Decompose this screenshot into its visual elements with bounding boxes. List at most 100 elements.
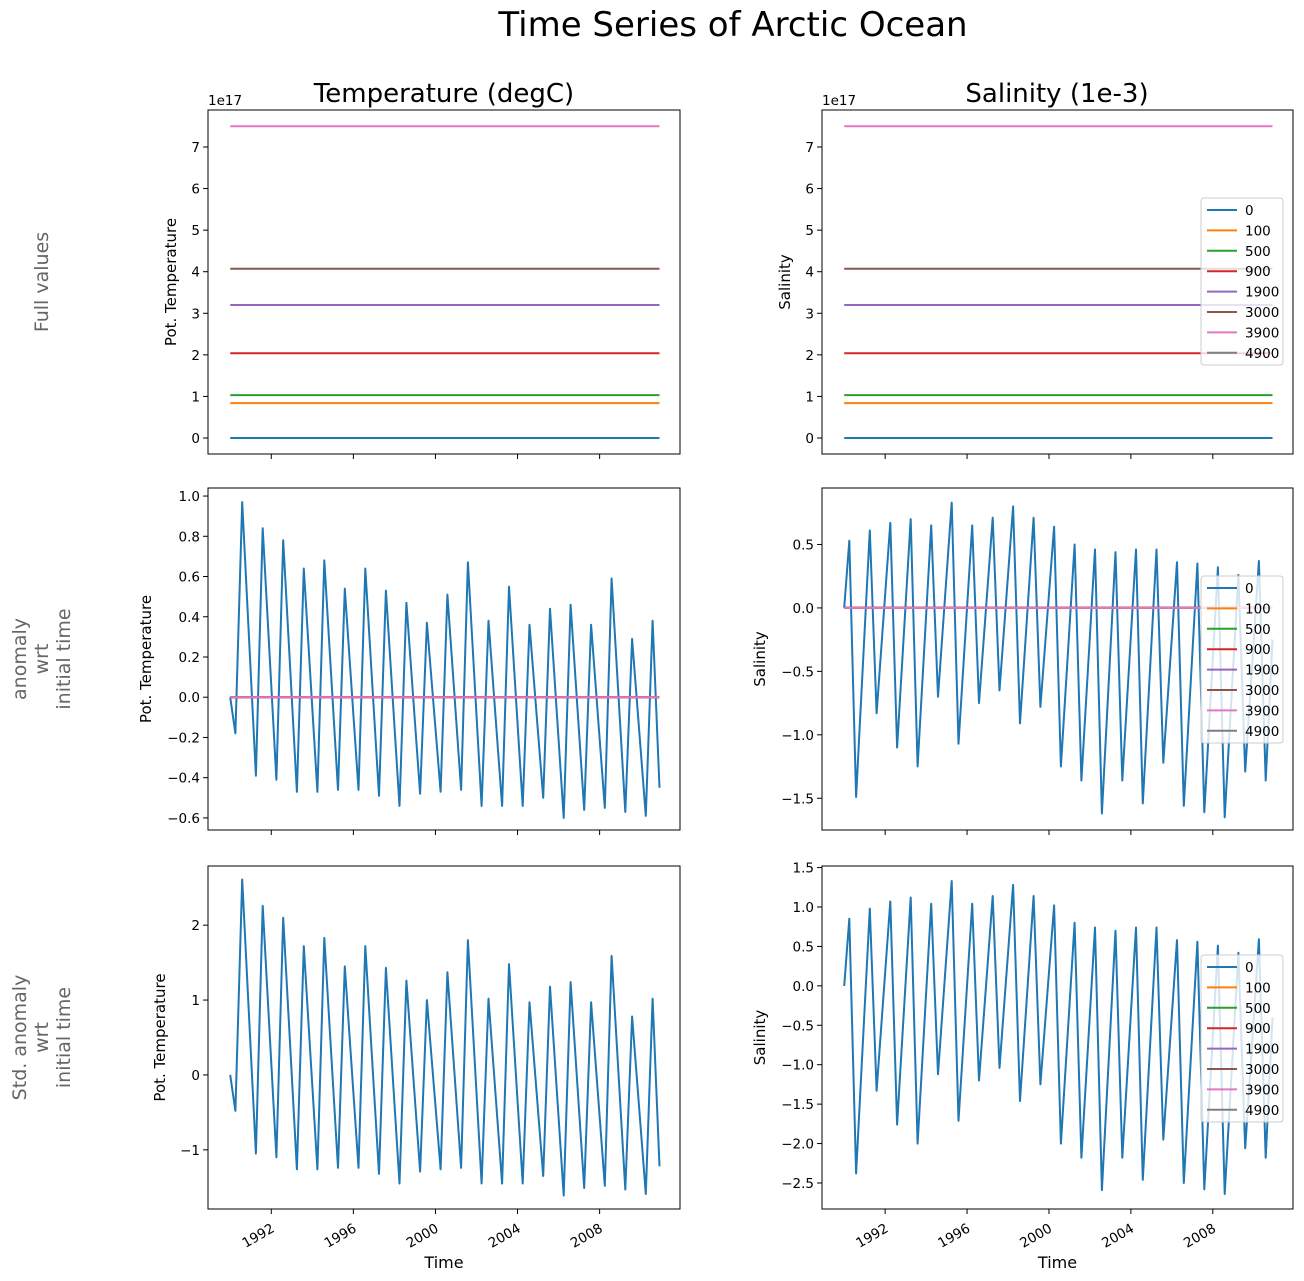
x-tick-label: 1996: [322, 1221, 360, 1252]
legend-label-100: 100: [1245, 980, 1271, 996]
legend-label-100: 100: [1245, 223, 1271, 239]
y-tick-label: 1.0: [179, 489, 200, 505]
y-axis-label: Pot. Temperature: [162, 218, 180, 346]
offset-text: 1e17: [822, 93, 856, 109]
legend: 0 100 500 900 1900 3000 3900 4900: [1200, 575, 1284, 744]
y-tick-label: −0.5: [781, 1018, 814, 1034]
y-tick-label: 0.0: [179, 690, 200, 706]
legend-label-3000: 3000: [1245, 1062, 1279, 1078]
y-tick-label: 7: [805, 140, 814, 156]
legend-label-3900: 3900: [1245, 325, 1279, 341]
row-label-line: wrt: [31, 644, 53, 675]
legend-label-100: 100: [1245, 601, 1271, 617]
row-label-line: anomaly: [9, 618, 31, 700]
legend: 0 100 500 900 1900 3000 3900 4900: [1200, 954, 1284, 1123]
y-tick-label: 5: [191, 223, 200, 239]
y-tick-label: 7: [191, 140, 200, 156]
y-axis-label: Pot. Temperature: [151, 973, 169, 1101]
y-tick-label: 2: [191, 348, 200, 364]
legend-label-4900: 4900: [1245, 724, 1279, 740]
y-tick-label: 3: [191, 306, 200, 322]
legend-label-3900: 3900: [1245, 1082, 1279, 1098]
legend-label-4900: 4900: [1245, 1103, 1279, 1119]
y-tick-label: 0.5: [793, 939, 814, 955]
y-tick-label: 0.0: [793, 979, 814, 995]
axes-frame: [821, 109, 1294, 455]
panel-r0-c1: 0 1 2 3 4 5 6 7 1e17 Salinity 0 100 500 900 1900 3000 39…: [776, 93, 1294, 459]
series-line-0: [843, 880, 1274, 1195]
row-label: Full values: [31, 232, 53, 332]
legend-label-1900: 1900: [1245, 663, 1279, 679]
legend-label-900: 900: [1245, 264, 1271, 280]
y-tick-label: −0.2: [167, 730, 200, 746]
row-label-line: Full values: [31, 232, 53, 332]
legend-label-500: 500: [1245, 622, 1271, 638]
y-tick-label: 0: [805, 431, 814, 447]
panel-r1-c0: −0.6 −0.4 −0.2 0.0 0.2 0.4 0.6 0.8 1.0 Pot. Tempe…: [137, 487, 681, 835]
legend-label-0: 0: [1245, 960, 1254, 976]
y-tick-label: −0.5: [781, 664, 814, 680]
panel-r2-c1: −2.5 −2.0 −1.5 −1.0 −0.5 0.0 0.5 1.0 1.5 Salinity…: [751, 861, 1294, 1272]
x-axis-label: Time: [423, 1253, 463, 1272]
axes-frame: [821, 487, 1294, 831]
y-tick-label: 1: [191, 993, 200, 1009]
y-tick-label: −0.4: [167, 771, 200, 787]
suptitle: Time Series of Arctic Ocean: [497, 5, 967, 45]
row-label-line: Std. anomaly: [9, 975, 31, 1101]
y-tick-label: 5: [805, 223, 814, 239]
y-tick-label: 0: [191, 1068, 200, 1084]
legend-frame: [1200, 575, 1284, 744]
x-tick-label: 2004: [1099, 1221, 1137, 1252]
y-tick-label: 4: [805, 265, 814, 281]
axes-frame: [207, 487, 681, 831]
y-tick-label: −1.5: [781, 1097, 814, 1113]
y-tick-label: −0.6: [167, 811, 200, 827]
y-axis-label: Salinity: [751, 631, 769, 687]
legend-frame: [1200, 954, 1284, 1123]
y-tick-label: −1.0: [781, 728, 814, 744]
y-tick-label: −1: [180, 1143, 200, 1159]
legend-label-1900: 1900: [1245, 1042, 1279, 1058]
legend-label-3000: 3000: [1245, 683, 1279, 699]
legend-label-0: 0: [1245, 203, 1254, 219]
y-axis-label: Salinity: [751, 1010, 769, 1066]
row-label-line: initial time: [53, 608, 75, 709]
y-tick-label: 1: [805, 389, 814, 405]
x-tick-label: 1992: [853, 1221, 891, 1252]
y-tick-label: 0.8: [179, 529, 200, 545]
y-tick-label: −1.0: [781, 1058, 814, 1074]
legend-label-900: 900: [1245, 1021, 1271, 1037]
y-tick-label: 3: [805, 306, 814, 322]
legend-label-500: 500: [1245, 1001, 1271, 1017]
y-tick-label: 2: [191, 918, 200, 934]
y-axis-label: Salinity: [776, 254, 794, 310]
y-tick-label: 1: [191, 389, 200, 405]
x-tick-label: 2008: [1181, 1221, 1219, 1252]
y-tick-label: 0.0: [793, 601, 814, 617]
row-label-line: wrt: [31, 1022, 53, 1053]
x-axis-label: Time: [1037, 1253, 1077, 1272]
panel-r1-c1: −1.5 −1.0 −0.5 0.0 0.5 Salinity 0 100 500 900 1900…: [751, 487, 1294, 835]
x-tick-label: 1992: [240, 1221, 278, 1252]
y-tick-label: −2.0: [781, 1137, 814, 1153]
legend-frame: [1200, 197, 1284, 366]
y-tick-label: 6: [805, 182, 814, 198]
series-line-0: [229, 501, 661, 819]
x-tick-label: 2000: [1017, 1221, 1055, 1252]
row-label-line: initial time: [53, 987, 75, 1088]
x-tick-label: 2000: [404, 1221, 442, 1252]
y-tick-label: −1.5: [781, 791, 814, 807]
offset-text: 1e17: [208, 93, 242, 109]
column-title-temperature: Temperature (degC): [313, 79, 574, 109]
y-tick-label: 0.5: [793, 537, 814, 553]
legend-label-3000: 3000: [1245, 305, 1279, 321]
panel-r2-c0: −1 0 1 2 Pot. Temperature 1992 1996 2000 2004 200…: [151, 865, 681, 1272]
series-line-0: [229, 878, 661, 1197]
row-label: anomalywrtinitial time: [9, 608, 75, 709]
legend-label-1900: 1900: [1245, 285, 1279, 301]
panel-r0-c0: 0 1 2 3 4 5 6 7 1e17 Pot. Temperature: [162, 93, 681, 459]
y-tick-label: −2.5: [781, 1176, 814, 1192]
x-tick-label: 2004: [486, 1221, 524, 1252]
axes-frame: [207, 865, 681, 1210]
legend: 0 100 500 900 1900 3000 3900 4900: [1200, 197, 1284, 366]
